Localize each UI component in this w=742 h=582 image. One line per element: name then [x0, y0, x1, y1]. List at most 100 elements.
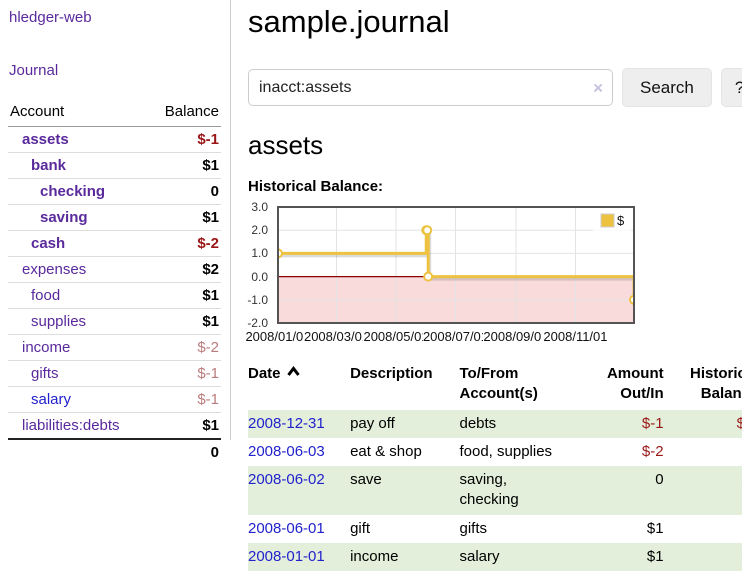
account-row: salary $-1	[8, 386, 221, 413]
account-balance: $2	[147, 256, 221, 283]
account-row: gifts $-1	[8, 360, 221, 387]
account-row: cash $-2	[8, 230, 221, 257]
sort-ascending-icon	[286, 366, 300, 376]
transaction-date-link[interactable]: 2008-01-01	[248, 547, 325, 565]
accounts-total-row: 0	[8, 438, 221, 465]
register-table: Date Description To/From Account(s) Amou…	[248, 362, 742, 571]
transaction-accounts: gifts	[459, 519, 487, 537]
account-balance: $1	[147, 308, 221, 335]
account-row: liabilities:debts $1	[8, 412, 221, 440]
register-row: 2008-06-02 save saving, checking 0 $2	[248, 466, 742, 515]
account-row: checking 0	[8, 178, 221, 205]
transaction-balance: $2	[664, 515, 742, 543]
register-header-description: Description	[350, 365, 433, 382]
transaction-amount: $1	[646, 519, 664, 537]
transaction-description: save	[350, 471, 382, 488]
transaction-date-link[interactable]: 2008-06-01	[248, 519, 325, 537]
account-balance: $-1	[147, 126, 221, 153]
accounts-table: Account Balance assets $-1 bank $1 check…	[8, 100, 221, 465]
account-row: income $-2	[8, 334, 221, 361]
account-balance: $-2	[147, 334, 221, 361]
svg-text:$: $	[617, 213, 625, 228]
register-row: 2008-01-01 income salary $1 $1	[248, 542, 742, 571]
search-help-button[interactable]: ?	[720, 68, 742, 107]
search-form: × Search ?	[248, 68, 742, 107]
x-tick-label: 2008/01/01	[245, 329, 311, 344]
journal-title: sample.journal	[248, 4, 450, 39]
account-balance: $1	[147, 412, 221, 440]
account-balance: 0	[147, 178, 221, 205]
register-header-balance: Historical Balance	[689, 365, 742, 403]
account-link-income[interactable]: income	[22, 339, 71, 356]
current-account-title: assets	[248, 130, 324, 160]
account-link-supplies[interactable]: supplies	[31, 313, 87, 330]
transaction-balance: $2	[664, 466, 742, 515]
transaction-description: pay off	[350, 414, 395, 432]
transaction-balance: $-1	[736, 414, 742, 432]
account-link-salary[interactable]: salary	[31, 391, 72, 408]
account-row: expenses $2	[8, 256, 221, 283]
sidebar: hledger-web Journal Account Balance asse…	[0, 0, 231, 465]
register-row: 2008-06-03 eat & shop food, supplies $-2…	[248, 438, 742, 466]
chart-title: Historical Balance:	[248, 178, 384, 195]
register-header-amount: Amount Out/In	[606, 365, 664, 403]
y-tick-label: 1.0	[251, 246, 268, 261]
transaction-description: income	[350, 547, 399, 565]
search-box: ×	[248, 69, 613, 106]
transaction-amount: $-2	[641, 442, 664, 460]
account-link-assets[interactable]: assets	[22, 131, 69, 148]
search-button[interactable]: Search	[622, 68, 712, 107]
y-tick-label: -2.0	[247, 316, 268, 330]
x-tick-label: 2008/07/01	[422, 329, 489, 344]
transaction-balance: $1	[664, 543, 742, 571]
register-header-date[interactable]: Date	[248, 362, 350, 410]
y-tick-label: 0.0	[251, 269, 268, 284]
search-input[interactable]	[248, 69, 613, 106]
register-row: 2008-06-01 gift gifts $1 $2	[248, 515, 742, 543]
chart-x-axis: 2008/01/01 2008/03/01 2008/05/01 2008/07/01…	[245, 329, 635, 346]
sidebar-item-journal[interactable]: Journal	[9, 62, 59, 79]
account-row: assets $-1	[8, 126, 221, 153]
balance-chart-svg: $	[273, 206, 639, 324]
y-tick-label: 2.0	[251, 223, 268, 238]
accounts-header-account: Account	[8, 100, 148, 127]
balance-chart: 3.0 2.0 1.0 0.0 -1.0 -2.0 $ 2008/01/01 2008/03…	[245, 200, 639, 346]
chart-y-axis: 3.0 2.0 1.0 0.0 -1.0 -2.0	[238, 200, 268, 330]
account-link-expenses[interactable]: expenses	[22, 261, 87, 278]
account-balance: $1	[147, 204, 221, 231]
account-link-saving[interactable]: saving	[40, 209, 88, 226]
transaction-accounts: saving, checking	[459, 471, 519, 509]
app-brand-link[interactable]: hledger-web	[9, 9, 92, 26]
transaction-date-link[interactable]: 2008-12-31	[248, 414, 325, 432]
x-tick-label: 2008/03/01	[303, 329, 370, 344]
account-balance: $1	[147, 152, 221, 179]
transaction-amount: $-1	[641, 414, 664, 432]
transaction-description: eat & shop	[350, 442, 422, 460]
account-link-checking[interactable]: checking	[40, 183, 106, 200]
y-tick-label: -1.0	[247, 292, 268, 307]
transaction-balance: 0	[664, 438, 742, 466]
account-balance: $-2	[147, 230, 221, 257]
transaction-accounts: debts	[459, 414, 497, 432]
account-link-food[interactable]: food	[31, 287, 61, 304]
transaction-date-link[interactable]: 2008-06-03	[248, 442, 325, 460]
transaction-description: gift	[350, 519, 371, 537]
account-link-liabilities-debts[interactable]: liabilities:debts	[22, 417, 120, 434]
account-balance: $-1	[147, 360, 221, 387]
transaction-amount: $1	[646, 547, 664, 565]
clear-search-icon[interactable]: ×	[593, 78, 603, 97]
account-row: supplies $1	[8, 308, 221, 335]
register-header-row: Date Description To/From Account(s) Amou…	[248, 362, 742, 410]
y-tick-label: 3.0	[251, 200, 268, 214]
account-link-bank[interactable]: bank	[31, 157, 67, 174]
account-balance: $-1	[147, 386, 221, 413]
account-link-gifts[interactable]: gifts	[31, 365, 59, 382]
account-link-cash[interactable]: cash	[31, 235, 66, 252]
account-balance: $1	[147, 282, 221, 309]
accounts-header-row: Account Balance	[8, 100, 221, 127]
transaction-date-link[interactable]: 2008-06-02	[248, 471, 325, 488]
register-row: 2008-12-31 pay off debts $-1 $-1	[248, 409, 742, 438]
account-row: food $1	[8, 282, 221, 309]
register-header-accounts: To/From Account(s)	[459, 365, 538, 403]
